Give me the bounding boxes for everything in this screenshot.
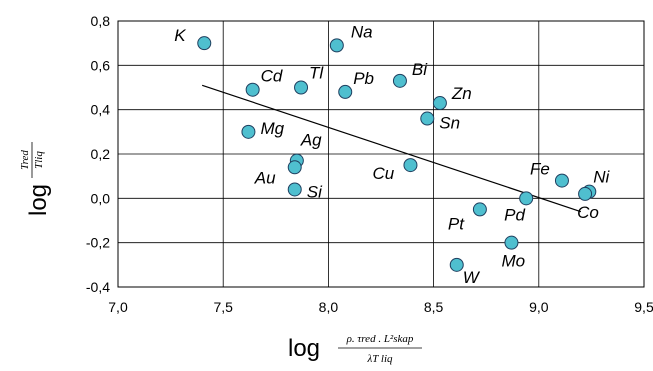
y-tick-labels: -0,4 -0,2 0,0 0,2 0,4 0,6 0,8 bbox=[86, 13, 110, 295]
point-marker-bi bbox=[392, 73, 407, 88]
point-label-sn: Sn bbox=[439, 114, 460, 133]
point-marker-sn bbox=[420, 111, 435, 126]
y-tick-label: -0,4 bbox=[86, 279, 110, 295]
point-label-w: W bbox=[463, 268, 481, 287]
y-axis-label: log Tred Tliq bbox=[19, 142, 52, 216]
point-marker-cu bbox=[403, 158, 418, 173]
x-tick-label: 7,0 bbox=[108, 299, 128, 315]
point-label-pd: Pd bbox=[504, 205, 525, 224]
y-tick-label: 0,4 bbox=[91, 102, 111, 118]
point-marker-pt bbox=[472, 202, 487, 217]
point-marker-cd bbox=[245, 82, 260, 97]
y-axis-numerator: Tred bbox=[19, 150, 31, 170]
point-marker-mg bbox=[241, 124, 256, 139]
point-label-k: K bbox=[174, 26, 186, 45]
point-marker-na bbox=[329, 38, 344, 53]
y-tick-label: 0,8 bbox=[91, 13, 111, 29]
point-label-cd: Cd bbox=[261, 67, 283, 86]
point-label-ag: Ag bbox=[300, 131, 322, 150]
point-marker-pb bbox=[338, 84, 353, 99]
point-label-au: Au bbox=[254, 168, 276, 187]
point-labels: K Na Cd Tl Pb Bi Zn Sn Mg Ag Au Si Cu Fe Ni Co Pd Pt Mo W bbox=[174, 22, 610, 286]
point-marker-w bbox=[449, 257, 464, 272]
point-label-ni: Ni bbox=[593, 168, 610, 187]
y-tick-label: -0,2 bbox=[86, 235, 110, 251]
point-marker-au bbox=[287, 160, 302, 175]
x-tick-label: 8,5 bbox=[424, 299, 444, 315]
y-tick-label: 0,0 bbox=[91, 190, 111, 206]
y-tick-label: 0,6 bbox=[91, 57, 111, 73]
point-label-pb: Pb bbox=[353, 69, 374, 88]
plot-frame bbox=[117, 20, 645, 288]
point-marker-zn bbox=[432, 96, 447, 111]
y-tick-label: 0,2 bbox=[91, 146, 111, 162]
y-axis-log: log bbox=[25, 184, 52, 216]
point-label-zn: Zn bbox=[451, 84, 472, 103]
point-label-mg: Mg bbox=[260, 119, 284, 138]
point-label-bi: Bi bbox=[412, 60, 428, 79]
point-marker-pd bbox=[519, 191, 534, 206]
x-tick-labels: 7,0 7,5 8,0 8,5 9,0 9,5 bbox=[108, 299, 653, 315]
x-tick-label: 9,5 bbox=[634, 299, 653, 315]
point-marker-si bbox=[287, 182, 302, 197]
point-marker-co bbox=[578, 186, 593, 201]
point-marker-fe bbox=[554, 173, 569, 188]
x-axis-numerator: ρ. τred . L²skap bbox=[346, 333, 414, 345]
x-axis-label: log ρ. τred . L²skap λT liq bbox=[288, 333, 422, 365]
point-label-si: Si bbox=[307, 182, 323, 201]
point-label-tl: Tl bbox=[309, 64, 324, 83]
point-marker-mo bbox=[504, 235, 519, 250]
x-tick-label: 8,0 bbox=[319, 299, 339, 315]
point-label-cu: Cu bbox=[372, 164, 394, 183]
point-marker-k bbox=[197, 36, 212, 51]
point-label-co: Co bbox=[577, 203, 599, 222]
point-label-pt: Pt bbox=[448, 214, 465, 233]
point-label-mo: Mo bbox=[501, 252, 525, 271]
x-axis-denominator: λT liq bbox=[366, 353, 393, 365]
x-axis-log: log bbox=[288, 335, 320, 362]
point-label-na: Na bbox=[351, 22, 373, 41]
data-points bbox=[197, 36, 597, 272]
y-axis-denominator: Tliq bbox=[33, 151, 45, 169]
x-tick-label: 9,0 bbox=[529, 299, 549, 315]
x-tick-label: 7,5 bbox=[213, 299, 233, 315]
point-marker-tl bbox=[294, 80, 309, 95]
trend-line bbox=[201, 84, 582, 213]
point-label-fe: Fe bbox=[530, 160, 550, 179]
